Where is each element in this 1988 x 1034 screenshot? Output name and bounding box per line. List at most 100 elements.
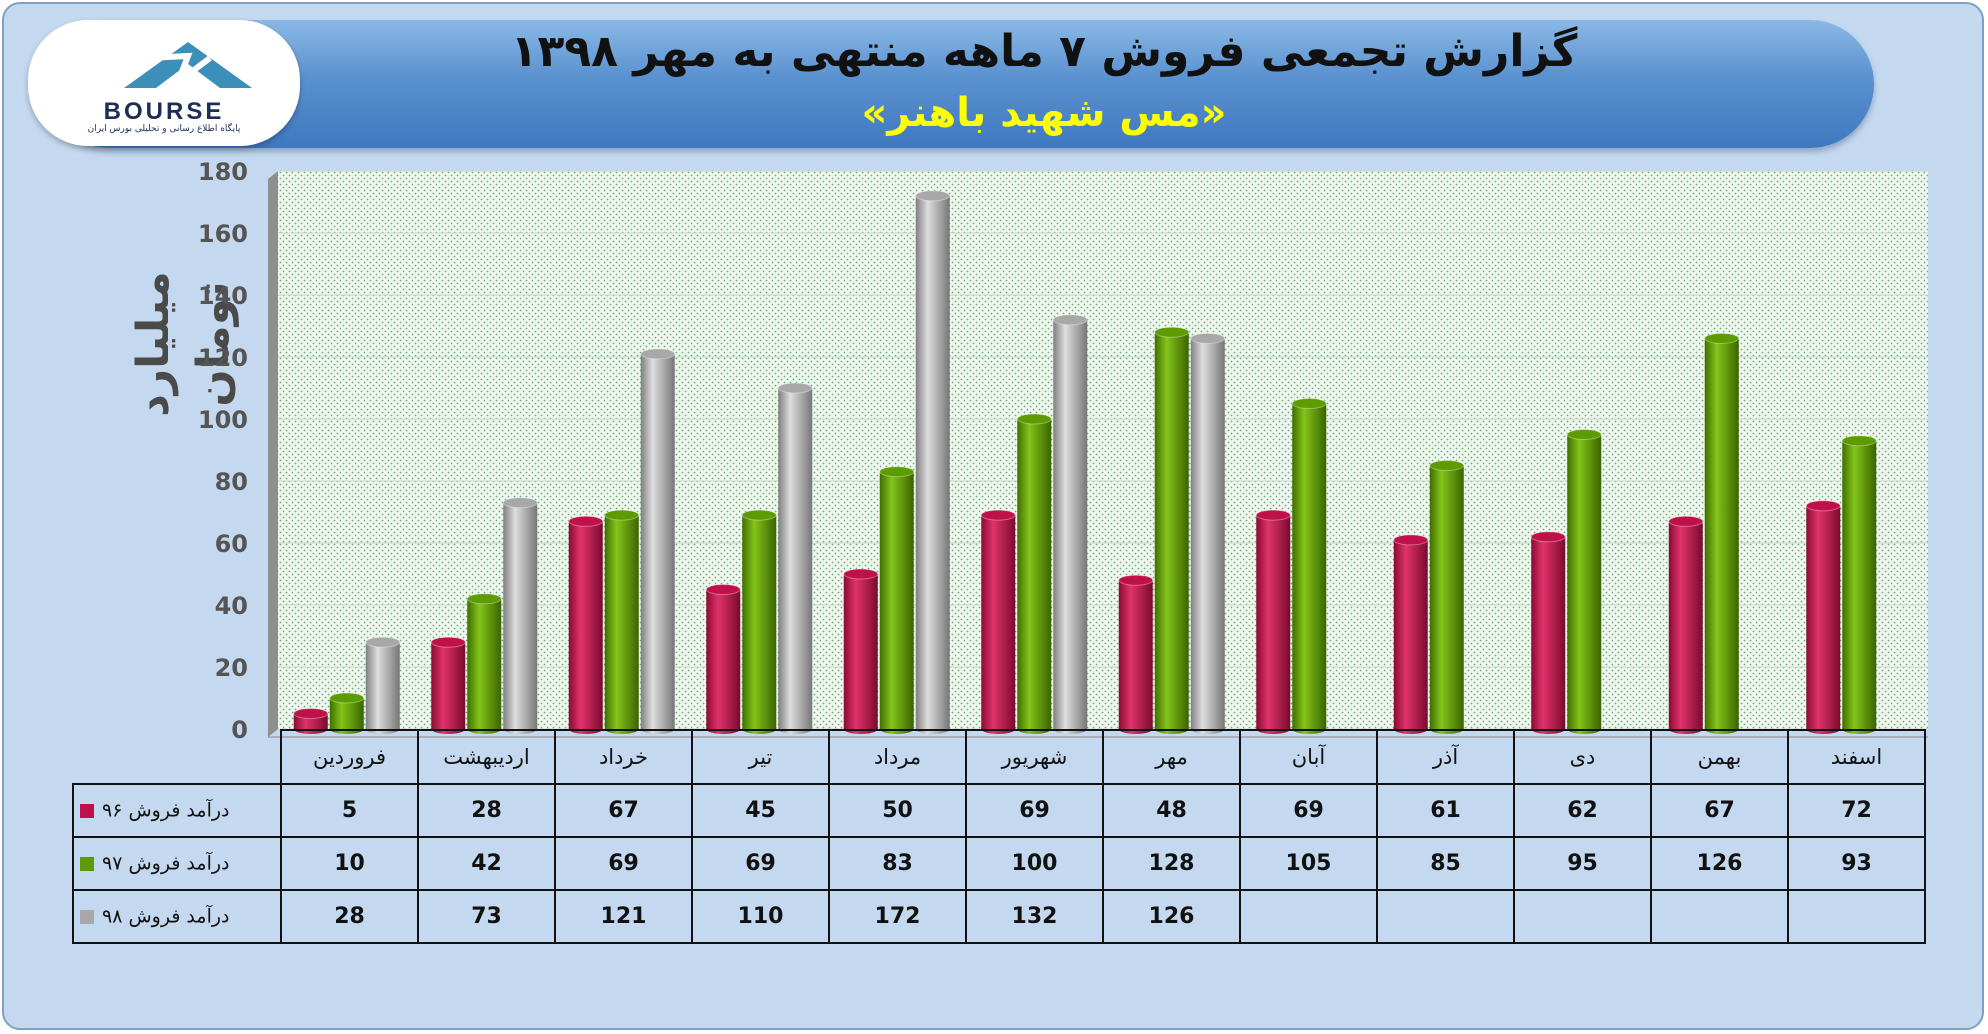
data-table: فروردین اردیبهشت خرداد تیر مرداد شهریور مهر آبا… <box>72 729 1926 944</box>
chart-subtitle: «مس شهید باهنر» <box>861 90 1227 136</box>
chart-title: گزارش تجمعی فروش ۷ ماهه منتهی به مهر ۱۳۹… <box>510 26 1578 77</box>
bourse-logo: BOURSE پایگاه اطلاع رسانی و تحلیلی بورس … <box>28 20 300 146</box>
table-row: درآمد فروش ۹۶ 5 28 67 45 50 69 48 69 61 62 67 72 <box>72 783 1926 838</box>
data-label <box>1787 889 1926 944</box>
data-label <box>1513 889 1652 944</box>
series-name: درآمد فروش ۹۸ <box>102 905 230 928</box>
table-row: درآمد فروش ۹۷ 10 42 69 69 83 100 128 105 85 95 126 9… <box>72 836 1926 891</box>
data-label: 28 <box>417 783 556 838</box>
y-tick-label: 60 <box>215 530 248 558</box>
legend-key <box>80 856 94 871</box>
data-label: 10 <box>280 836 419 891</box>
y-tick-label: 160 <box>198 220 248 248</box>
bar-1-6 <box>1154 326 1190 734</box>
data-label: 83 <box>828 836 967 891</box>
bar-0-10 <box>1668 515 1704 734</box>
bar-1-3 <box>741 509 777 734</box>
data-label: 93 <box>1787 836 1926 891</box>
x-category-label: مرداد <box>828 729 967 785</box>
title-banner <box>44 20 1874 148</box>
data-label: 100 <box>965 836 1104 891</box>
data-label <box>1650 889 1789 944</box>
bar-1-0 <box>329 692 365 734</box>
data-label: 105 <box>1239 836 1378 891</box>
y-tick-label: 20 <box>215 654 248 682</box>
bar-0-3 <box>705 584 741 734</box>
data-label: 126 <box>1650 836 1789 891</box>
data-label: 69 <box>691 836 830 891</box>
data-label: 69 <box>965 783 1104 838</box>
bar-0-5 <box>980 509 1016 734</box>
bar-0-4 <box>843 568 879 734</box>
series-name: درآمد فروش ۹۶ <box>102 799 230 822</box>
data-label: 172 <box>828 889 967 944</box>
legend-entry: درآمد فروش ۹۸ <box>72 889 282 944</box>
bar-2-2 <box>640 348 676 734</box>
bar-1-1 <box>466 593 502 734</box>
bar-1-9 <box>1566 429 1602 734</box>
bar-0-6 <box>1118 574 1154 734</box>
data-label: 132 <box>965 889 1104 944</box>
bar-1-8 <box>1429 460 1465 734</box>
x-category-label: دی <box>1513 729 1652 785</box>
legend-entry: درآمد فروش ۹۷ <box>72 836 282 891</box>
bar-1-5 <box>1016 413 1052 734</box>
bar-1-2 <box>604 509 640 734</box>
bar-0-7 <box>1255 509 1291 734</box>
data-label: 110 <box>691 889 830 944</box>
y-tick-label: 120 <box>198 344 248 372</box>
bar-2-6 <box>1190 332 1226 734</box>
data-label: 50 <box>828 783 967 838</box>
bar-2-5 <box>1052 314 1088 734</box>
bar-2-3 <box>777 382 813 734</box>
data-label: 72 <box>1787 783 1926 838</box>
data-label: 67 <box>554 783 693 838</box>
bar-0-0 <box>293 708 329 734</box>
y-tick-label: 180 <box>198 158 248 186</box>
data-label: 67 <box>1650 783 1789 838</box>
data-label: 28 <box>280 889 419 944</box>
table-corner <box>73 730 282 785</box>
bar-2-0 <box>365 636 401 734</box>
data-label: 69 <box>554 836 693 891</box>
bar-2-1 <box>502 497 538 734</box>
data-label: 126 <box>1102 889 1241 944</box>
bar-1-7 <box>1291 398 1327 734</box>
data-label: 121 <box>554 889 693 944</box>
plot-background <box>278 171 1928 729</box>
logo-subtext: پایگاه اطلاع رسانی و تحلیلی بورس ایران <box>87 124 241 134</box>
series-name: درآمد فروش ۹۷ <box>102 852 230 875</box>
data-label: 73 <box>417 889 556 944</box>
data-label: 85 <box>1376 836 1515 891</box>
bar-1-11 <box>1841 435 1877 734</box>
y-tick-label: 100 <box>198 406 248 434</box>
x-category-label: اردیبهشت <box>417 729 556 785</box>
x-category-label: فروردین <box>280 729 419 785</box>
bar-0-2 <box>568 515 604 734</box>
bar-2-4 <box>915 190 951 734</box>
data-label: 45 <box>691 783 830 838</box>
data-label: 48 <box>1102 783 1241 838</box>
x-category-label: اسفند <box>1787 729 1926 785</box>
y-tick-label: 80 <box>215 468 248 496</box>
bar-1-10 <box>1704 332 1740 734</box>
bar-0-1 <box>430 636 466 734</box>
y-tick-label: 40 <box>215 592 248 620</box>
y-tick-label: 140 <box>198 282 248 310</box>
data-label <box>1239 889 1378 944</box>
table-row: درآمد فروش ۹۸ 28 73 121 110 172 132 126 <box>72 889 1926 944</box>
legend-entry: درآمد فروش ۹۶ <box>72 783 282 838</box>
data-label <box>1376 889 1515 944</box>
x-category-label: خرداد <box>554 729 693 785</box>
data-label: 95 <box>1513 836 1652 891</box>
legend-key <box>80 803 94 818</box>
legend-key <box>80 909 94 924</box>
x-category-label: مهر <box>1102 729 1241 785</box>
data-label: 62 <box>1513 783 1652 838</box>
side-wall <box>268 171 278 737</box>
data-label: 128 <box>1102 836 1241 891</box>
x-category-label: تیر <box>691 729 830 785</box>
bar-0-9 <box>1530 531 1566 734</box>
bar-1-4 <box>879 466 915 734</box>
data-label: 69 <box>1239 783 1378 838</box>
